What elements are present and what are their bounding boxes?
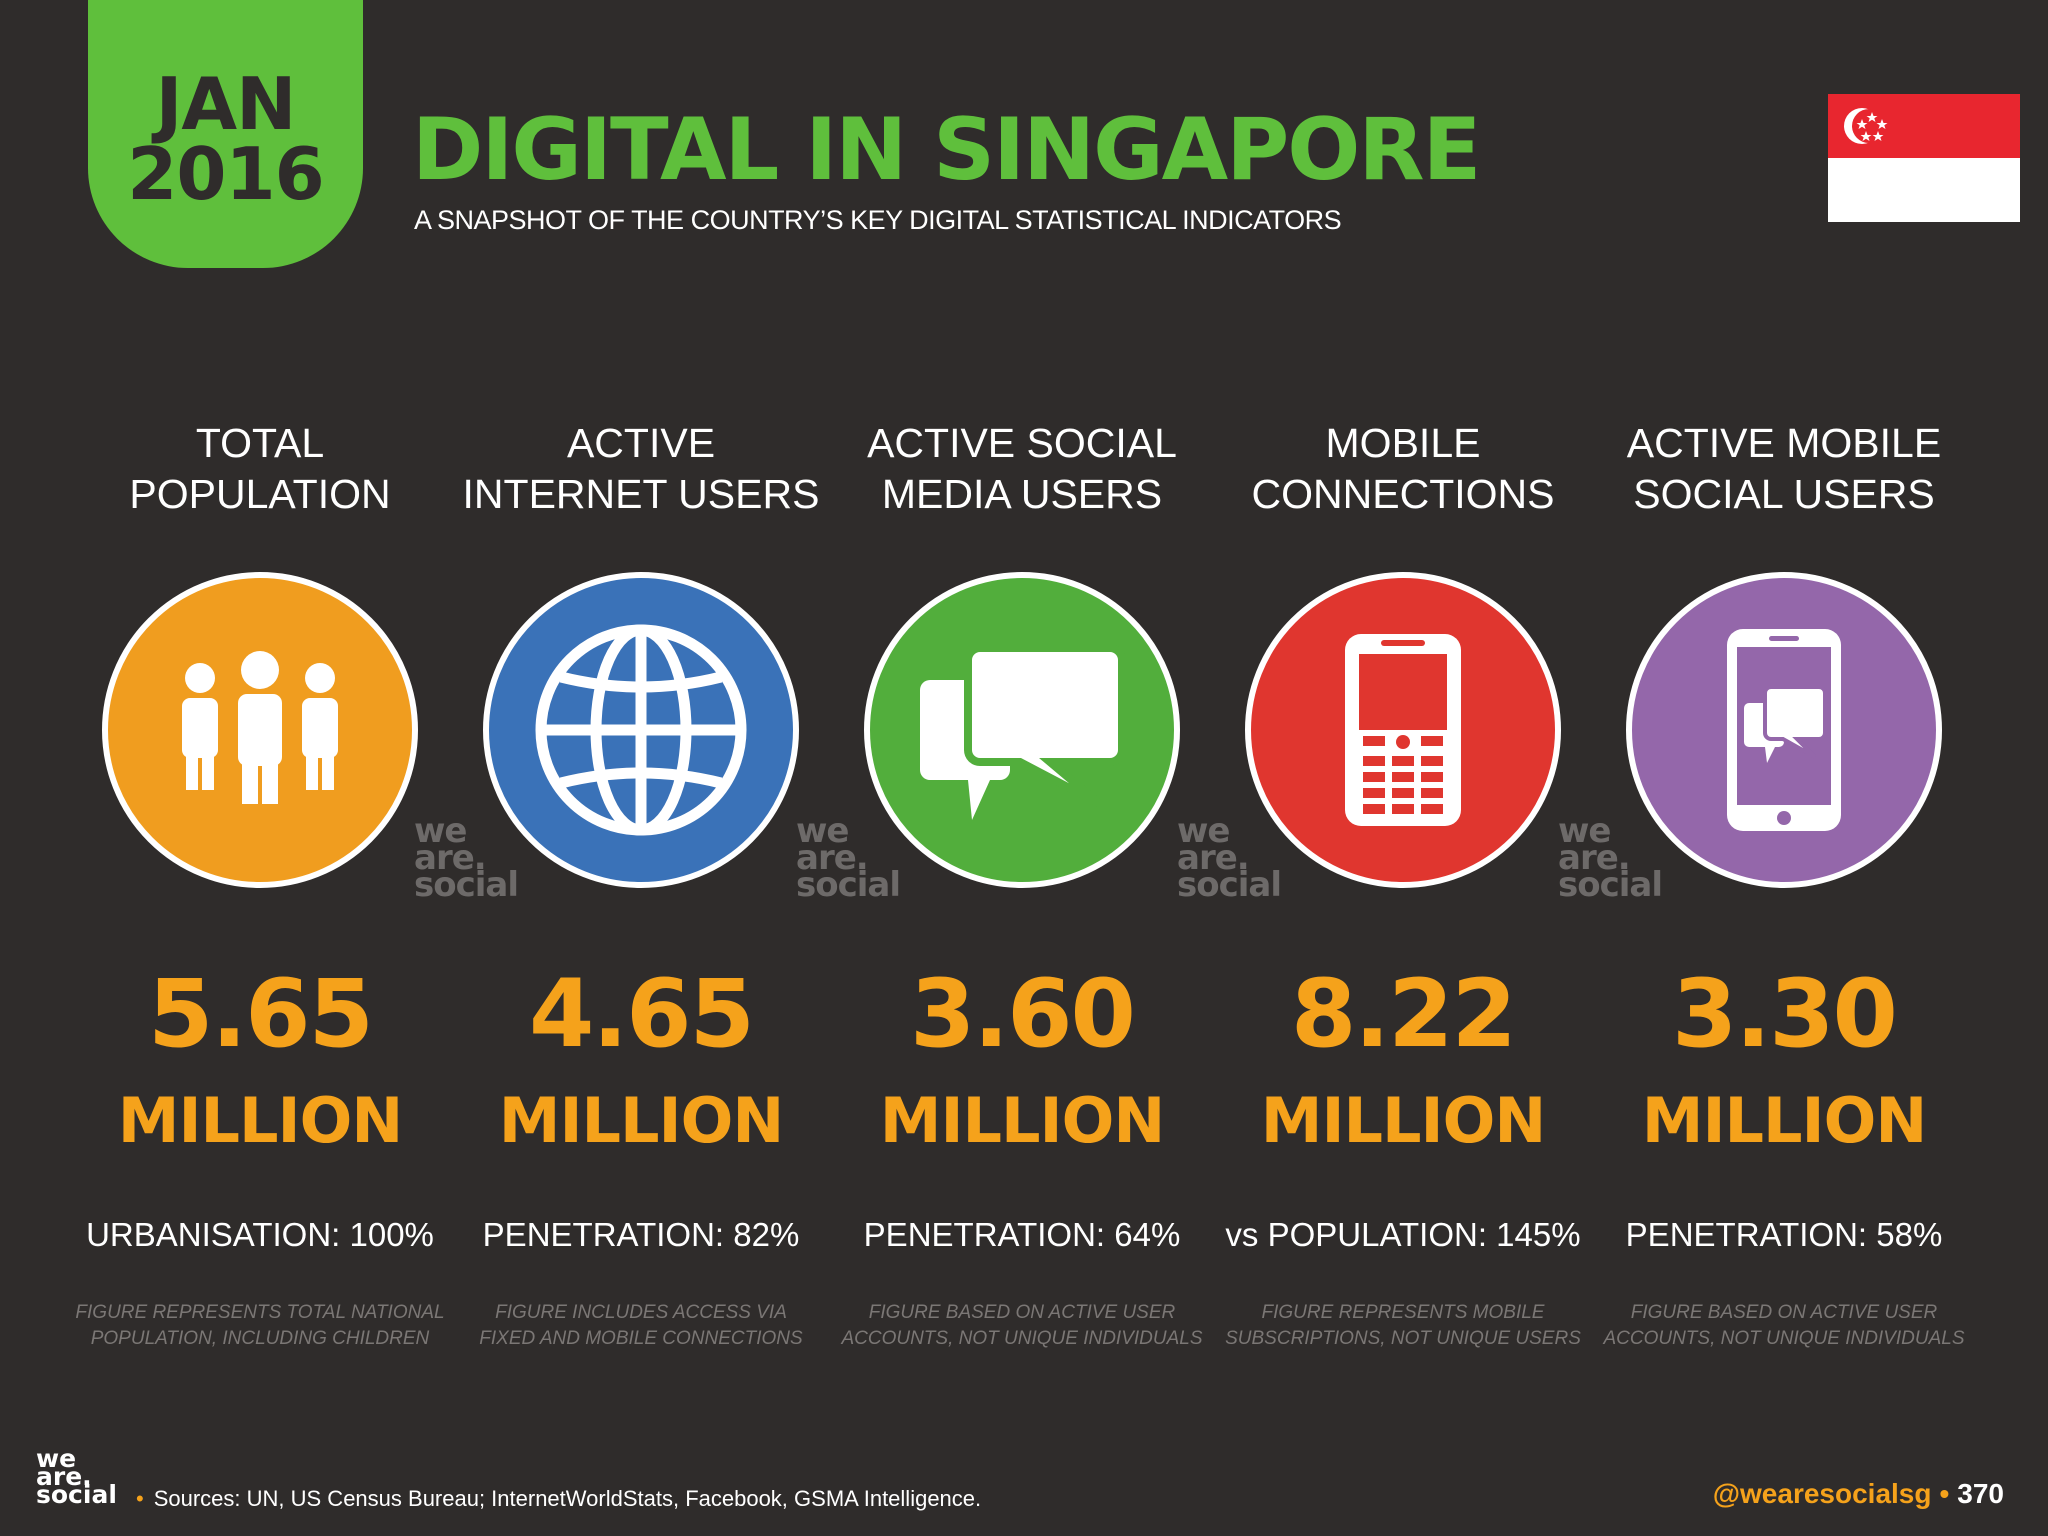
stat-label: TOTAL POPULATION xyxy=(129,420,391,517)
stat-secondary: PENETRATION: 64% xyxy=(863,1216,1181,1253)
stat-column-total-population: TOTAL POPULATION xyxy=(70,0,450,1400)
globe-icon xyxy=(483,572,799,888)
stat-value: 8.22 xyxy=(1291,960,1517,1069)
stat-note: FIGURE REPRESENTS MOBILE SUBSCRIPTIONS, … xyxy=(1225,1302,1581,1349)
stat-value: 3.60 xyxy=(910,960,1136,1069)
page-number: 370 xyxy=(1957,1478,2004,1509)
stat-value: 5.65 xyxy=(148,960,374,1069)
footer-handle: @wearesocialsg • 370 xyxy=(1713,1478,2004,1510)
stat-secondary: vs POPULATION: 145% xyxy=(1225,1216,1581,1253)
stats-columns: TOTAL POPULATION xyxy=(70,0,1974,1400)
date-month: JAN xyxy=(155,62,297,146)
watermark-logo: we are. social xyxy=(1558,811,1663,905)
singapore-flag-icon xyxy=(1828,94,2020,222)
we-are-social-logo: we are. social xyxy=(36,1444,117,1509)
stat-unit: MILLION xyxy=(1641,1084,1927,1157)
date-badge: JAN 2016 xyxy=(88,0,363,268)
stat-column-mobile-connections: MOBILE CONNECTIONS 8.22 MILLION vs PO xyxy=(1213,0,1593,1400)
chat-bubbles-icon xyxy=(864,572,1180,888)
stat-unit: MILLION xyxy=(1260,1084,1546,1157)
stat-label: MOBILE CONNECTIONS xyxy=(1251,420,1555,517)
smartphone-chat-icon xyxy=(1626,572,1942,888)
stat-secondary: URBANISATION: 100% xyxy=(86,1216,434,1253)
stat-value: 3.30 xyxy=(1672,960,1898,1069)
watermark-logo: we are. social xyxy=(1177,811,1282,905)
stat-column-mobile-social-users: ACTIVE MOBILE SOCIAL USERS 3.30 MILLION … xyxy=(1594,0,1974,1400)
stat-secondary: PENETRATION: 82% xyxy=(482,1216,800,1253)
stat-note: FIGURE BASED ON ACTIVE USER ACCOUNTS, NO… xyxy=(841,1302,1203,1349)
stat-note: FIGURE INCLUDES ACCESS VIA FIXED AND MOB… xyxy=(479,1302,803,1349)
date-year: 2016 xyxy=(127,132,324,216)
social-handle[interactable]: @wearesocialsg xyxy=(1712,1478,1932,1509)
bullet-icon: • xyxy=(1939,1478,1950,1509)
watermark-logo: we are. social xyxy=(414,811,519,905)
bullet-icon: • xyxy=(136,1486,144,1511)
stat-note: FIGURE BASED ON ACTIVE USER ACCOUNTS, NO… xyxy=(1603,1302,1965,1349)
stat-unit: MILLION xyxy=(117,1084,403,1157)
stat-label: ACTIVE MOBILE SOCIAL USERS xyxy=(1626,420,1942,517)
stat-value: 4.65 xyxy=(529,960,755,1069)
stat-unit: MILLION xyxy=(879,1084,1165,1157)
mobile-phone-icon xyxy=(1245,572,1561,888)
people-icon xyxy=(102,572,418,888)
stat-label: ACTIVE SOCIAL MEDIA USERS xyxy=(867,420,1177,517)
page-title: DIGITAL IN SINGAPORE xyxy=(412,100,1481,200)
stat-secondary: PENETRATION: 58% xyxy=(1625,1216,1943,1253)
stat-label: ACTIVE INTERNET USERS xyxy=(462,420,820,517)
stat-column-internet-users: ACTIVE INTERNET USERS 4.65 MILLION PENET… xyxy=(451,0,831,1400)
stat-column-social-media-users: ACTIVE SOCIAL MEDIA USERS 3.60 MILLION P… xyxy=(832,0,1212,1400)
watermark-logo: we are. social xyxy=(796,811,901,905)
sources-text: • Sources: UN, US Census Bureau; Internet… xyxy=(136,1486,982,1511)
stat-unit: MILLION xyxy=(498,1084,784,1157)
page-subtitle: A SNAPSHOT OF THE COUNTRY’S KEY DIGITAL … xyxy=(414,205,1342,235)
stat-note: FIGURE REPRESENTS TOTAL NATIONAL POPULAT… xyxy=(75,1302,445,1349)
